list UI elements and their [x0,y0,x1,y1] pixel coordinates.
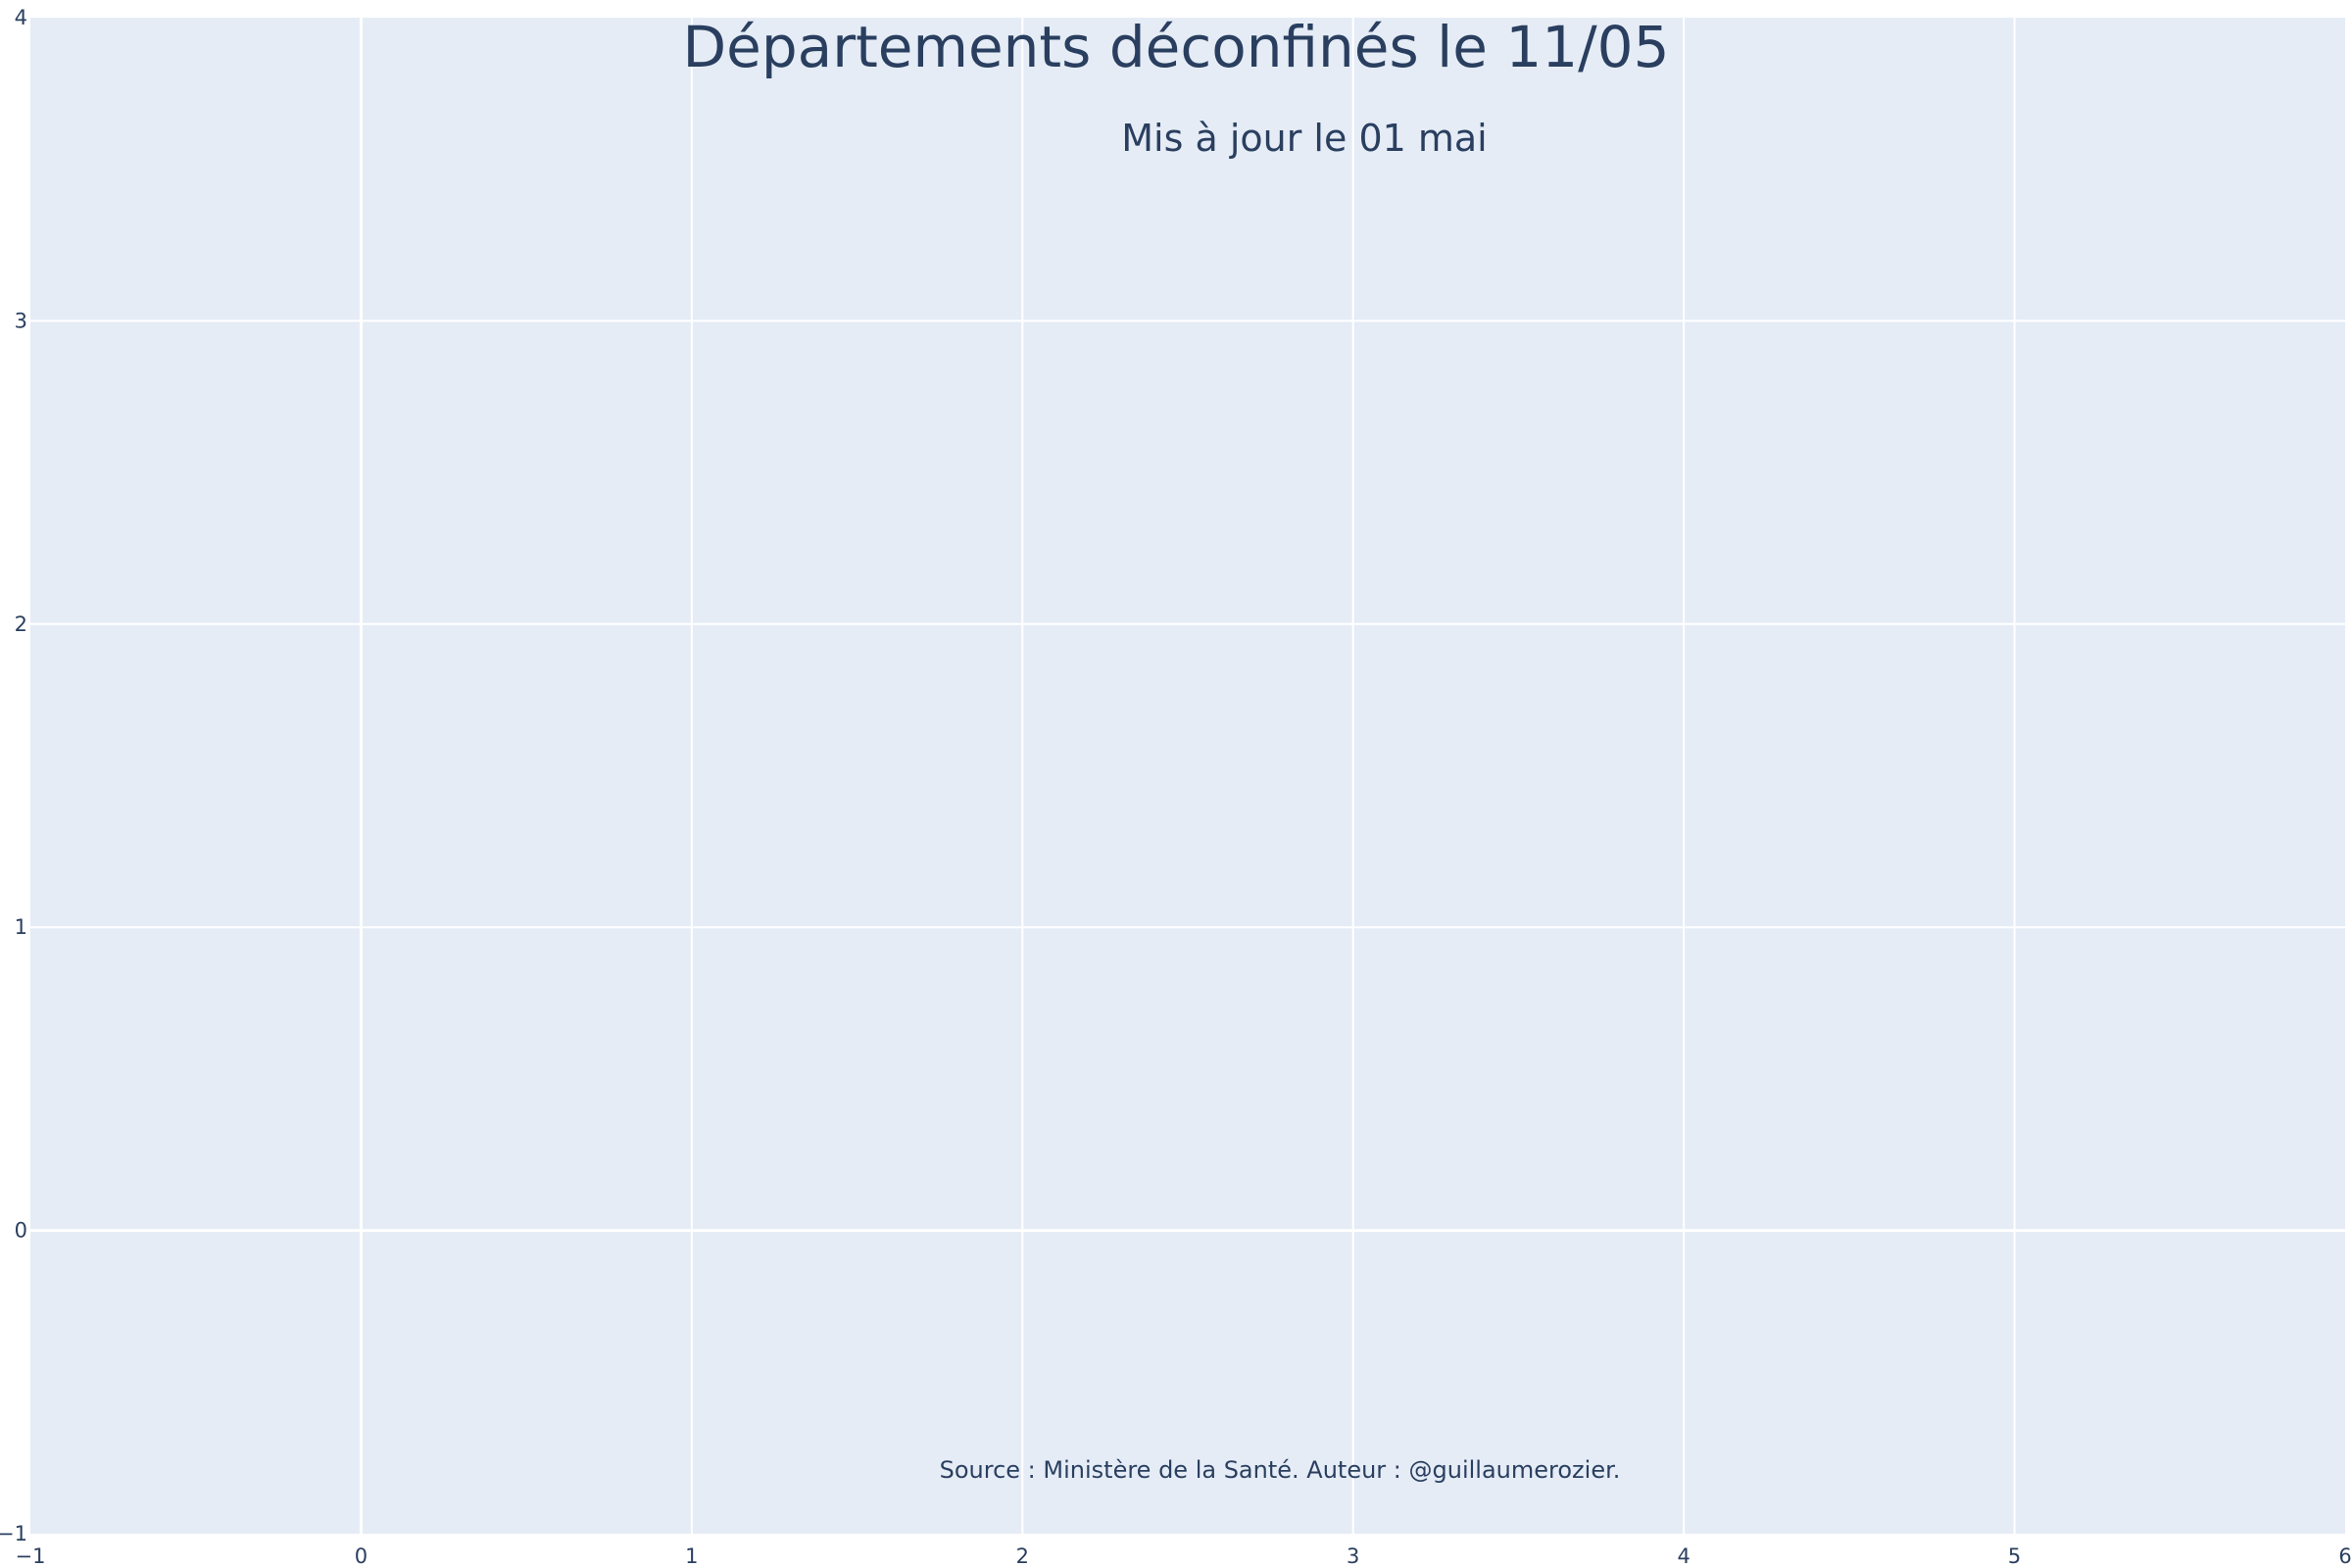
y-tick-label: −1 [0,1522,27,1545]
y-tick-label: 3 [15,309,27,332]
chart-subtitle: Mis à jour le 01 mai [1121,117,1488,160]
x-tick-label: −1 [16,1544,46,1568]
y-gridlines [30,319,2345,1233]
y-tick-label: 4 [15,6,27,29]
chart-title: Départements déconfinés le 11/05 [683,14,1670,80]
plot-area [30,18,2345,1534]
x-tick-label: 4 [1677,1544,1690,1568]
x-tick-label: 6 [2338,1544,2351,1568]
y-tick-label: 1 [15,915,27,939]
source-annotation: Source : Ministère de la Santé. Auteur :… [940,1456,1621,1484]
x-tick-label: 0 [355,1544,368,1568]
x-tick-label: 2 [1016,1544,1029,1568]
y-tick-label: 2 [15,612,27,636]
y-tick-label: 0 [15,1219,27,1243]
x-tick-label: 3 [1347,1544,1359,1568]
x-axis-ticks: −1 0 1 2 3 4 5 6 [16,1544,2352,1568]
x-tick-label: 5 [2008,1544,2021,1568]
x-gridlines [359,18,2016,1534]
y-axis-ticks: −1 0 1 2 3 4 [0,6,27,1545]
x-tick-label: 1 [685,1544,698,1568]
